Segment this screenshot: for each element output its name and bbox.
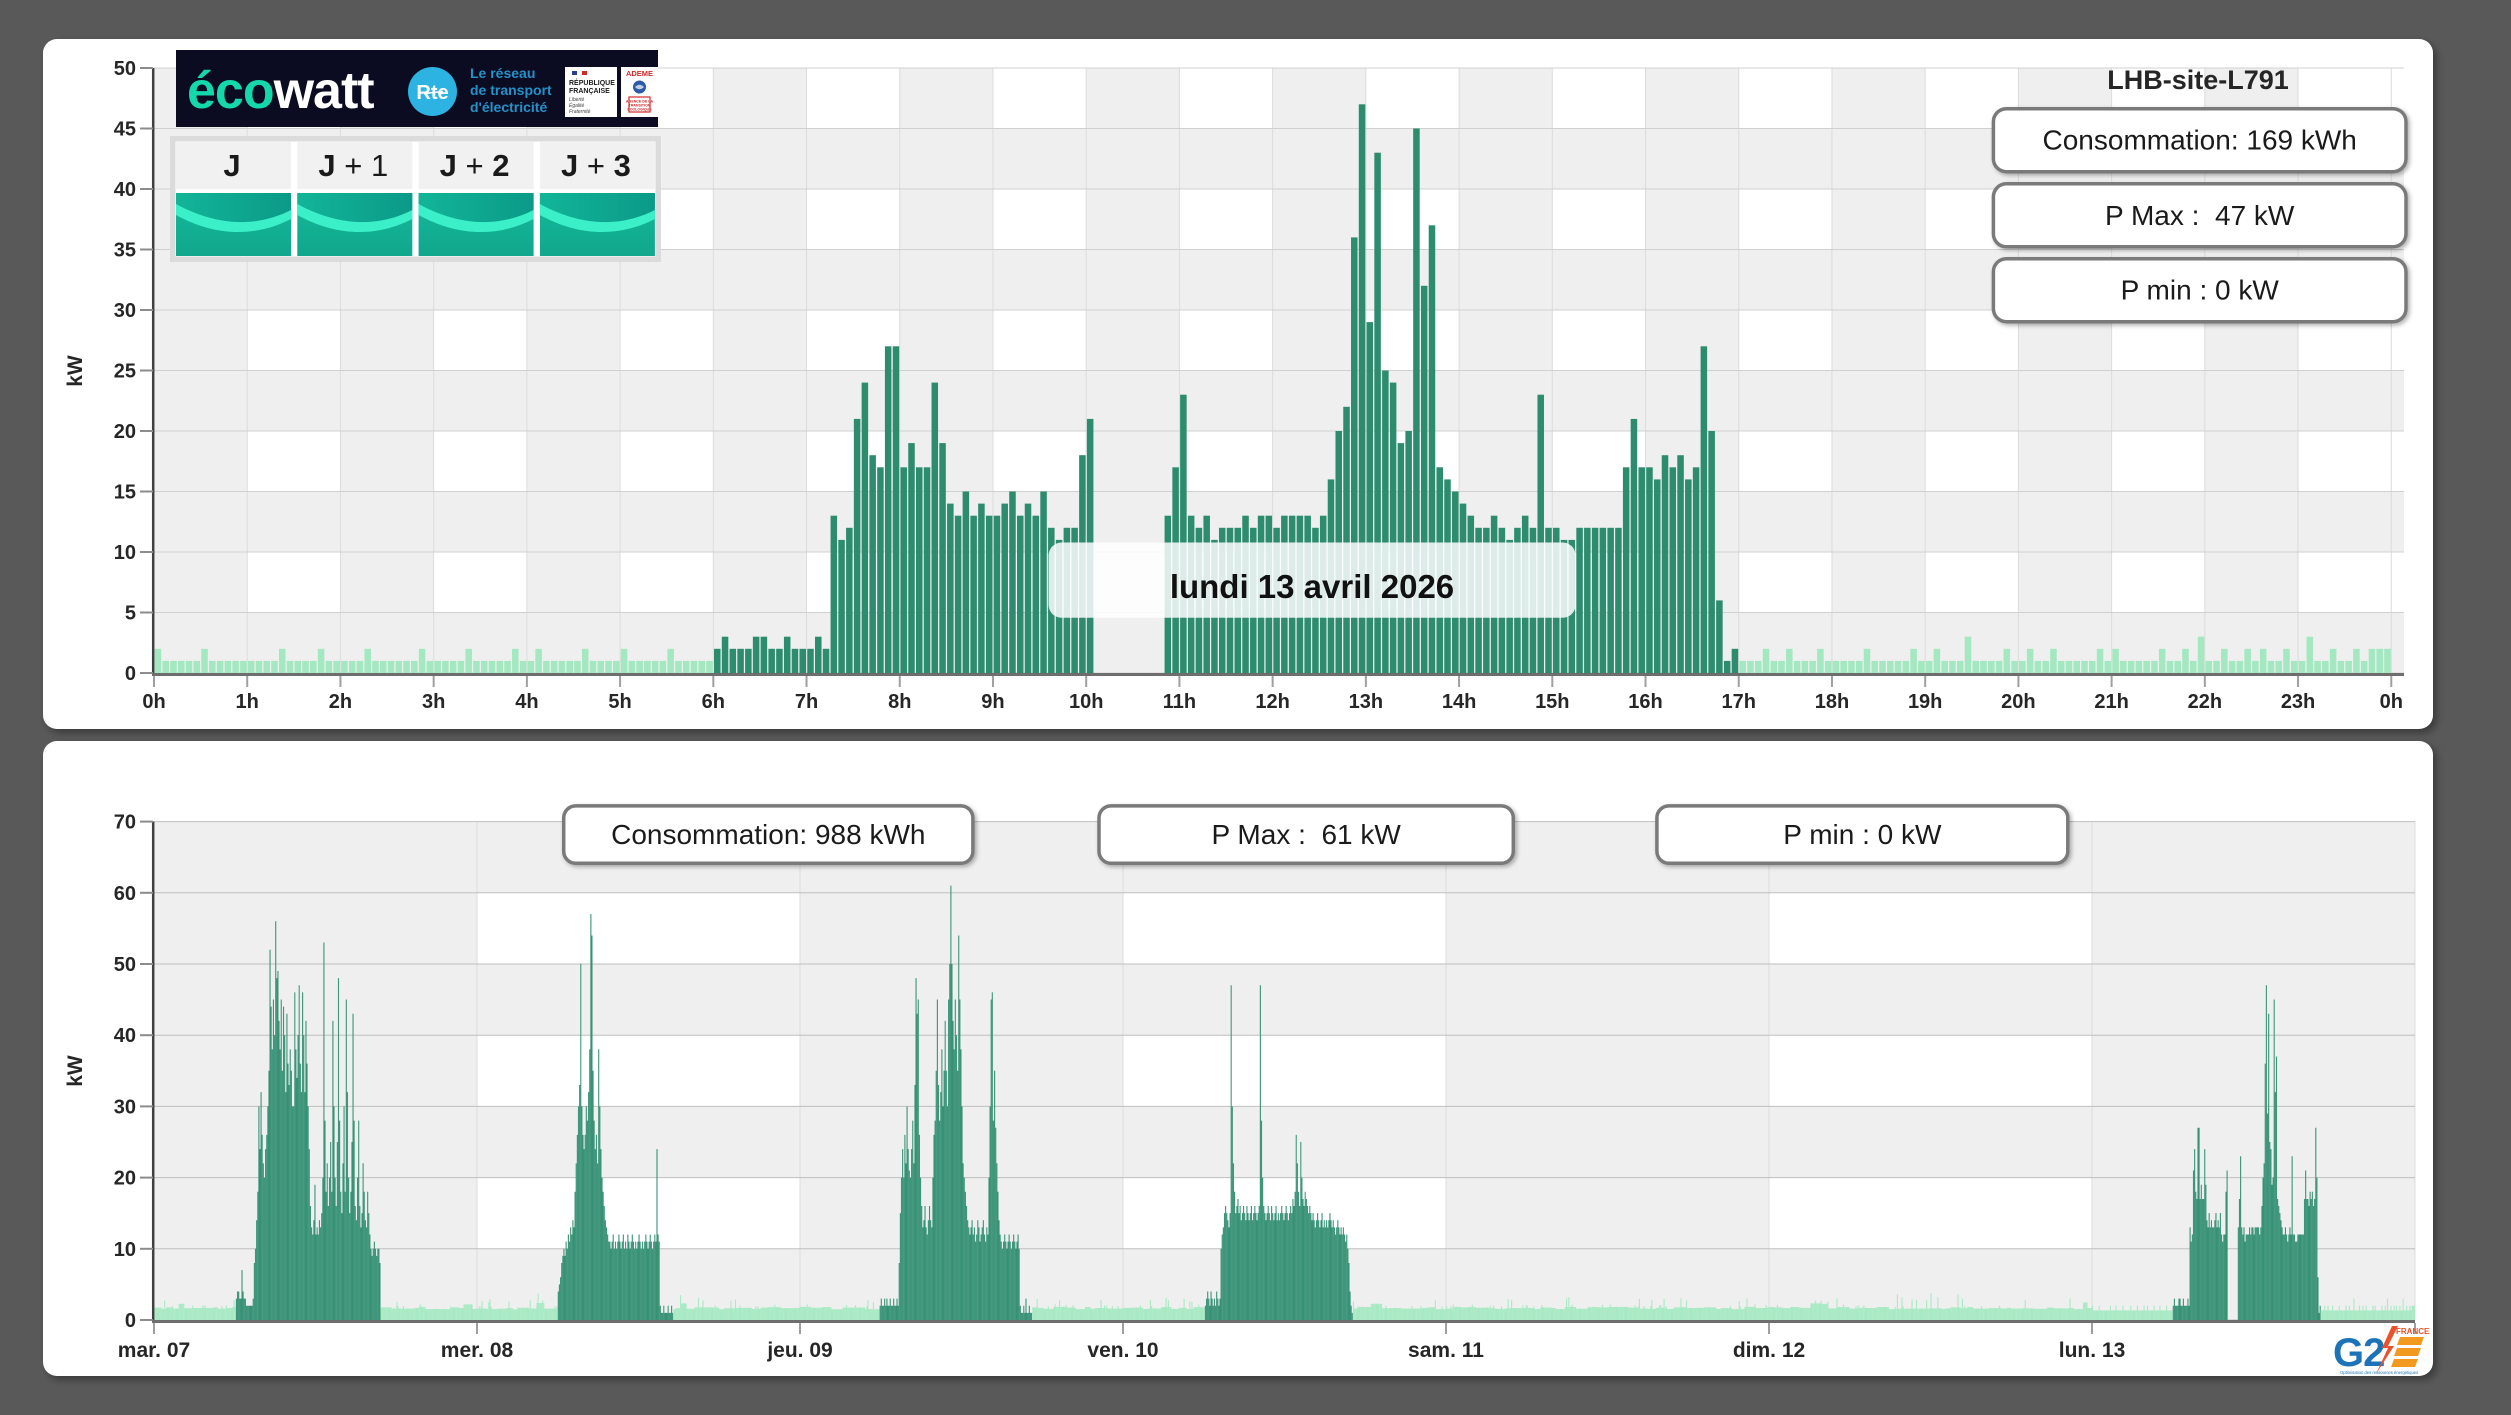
svg-text:sam. 11: sam. 11: [1408, 1339, 1484, 1362]
svg-text:5h: 5h: [608, 691, 631, 713]
svg-text:15: 15: [114, 482, 136, 504]
svg-text:10: 10: [114, 1239, 136, 1261]
svg-text:Consommation: 169 kWh: Consommation: 169 kWh: [2043, 125, 2357, 156]
svg-text:0h: 0h: [142, 691, 165, 713]
svg-text:6h: 6h: [702, 691, 725, 713]
svg-text:J + 3: J + 3: [561, 148, 631, 183]
svg-text:9h: 9h: [981, 691, 1004, 713]
svg-text:7h: 7h: [795, 691, 818, 713]
svg-text:16h: 16h: [1628, 691, 1662, 713]
svg-text:10h: 10h: [1069, 691, 1103, 713]
svg-text:FRANCE: FRANCE: [2396, 1327, 2430, 1336]
svg-text:Liberté: Liberté: [569, 97, 585, 103]
svg-text:18h: 18h: [1815, 691, 1849, 713]
svg-text:LHB-site-L791: LHB-site-L791: [2107, 65, 2289, 95]
svg-text:Optimisation des ressources én: Optimisation des ressources énergétiques: [2340, 1370, 2418, 1375]
svg-text:0: 0: [125, 663, 136, 685]
svg-text:mar. 07: mar. 07: [118, 1339, 190, 1362]
svg-text:kW: kW: [64, 1055, 87, 1087]
svg-text:20: 20: [114, 1168, 136, 1190]
svg-text:15h: 15h: [1535, 691, 1569, 713]
svg-text:13h: 13h: [1349, 691, 1383, 713]
svg-text:3h: 3h: [422, 691, 445, 713]
svg-text:ven. 10: ven. 10: [1087, 1339, 1158, 1362]
svg-text:35: 35: [114, 240, 136, 262]
svg-text:0h: 0h: [2380, 691, 2403, 713]
svg-text:5: 5: [125, 603, 136, 625]
svg-text:P min : 0 kW: P min : 0 kW: [2121, 275, 2280, 306]
svg-text:J + 1: J + 1: [318, 148, 388, 183]
svg-text:22h: 22h: [2188, 691, 2222, 713]
svg-text:ADEME: ADEME: [626, 69, 653, 78]
svg-text:4h: 4h: [515, 691, 538, 713]
svg-text:TRANSITION: TRANSITION: [629, 104, 651, 108]
svg-text:40: 40: [114, 1025, 136, 1047]
svg-text:20h: 20h: [2001, 691, 2035, 713]
svg-text:mer. 08: mer. 08: [441, 1339, 514, 1362]
svg-text:lundi 13 avril 2026: lundi 13 avril 2026: [1170, 568, 1454, 605]
svg-text:J + 2: J + 2: [440, 148, 510, 183]
svg-text:50: 50: [114, 954, 136, 976]
svg-text:21h: 21h: [2094, 691, 2128, 713]
svg-text:Le réseau: Le réseau: [470, 65, 535, 81]
svg-text:50: 50: [114, 58, 136, 80]
svg-text:Fraternité: Fraternité: [569, 109, 591, 115]
svg-text:ÉCOLOGIQUE: ÉCOLOGIQUE: [627, 107, 652, 112]
svg-text:17h: 17h: [1722, 691, 1756, 713]
svg-text:8h: 8h: [888, 691, 911, 713]
svg-text:70: 70: [114, 812, 136, 834]
svg-text:dim. 12: dim. 12: [1733, 1339, 1805, 1362]
svg-text:lun. 13: lun. 13: [2059, 1339, 2126, 1362]
svg-text:40: 40: [114, 179, 136, 201]
svg-text:2h: 2h: [329, 691, 352, 713]
svg-text:1h: 1h: [236, 691, 259, 713]
svg-text:12h: 12h: [1255, 691, 1289, 713]
svg-text:19h: 19h: [1908, 691, 1942, 713]
svg-text:20: 20: [114, 421, 136, 443]
svg-text:FRANÇAISE: FRANÇAISE: [569, 88, 610, 95]
svg-text:G2: G2: [2333, 1331, 2384, 1375]
svg-text:11h: 11h: [1163, 691, 1196, 713]
svg-text:P min : 0 kW: P min : 0 kW: [1783, 819, 1942, 850]
svg-text:P Max : 61 kW: P Max : 61 kW: [1211, 819, 1401, 850]
svg-text:45: 45: [114, 119, 136, 141]
svg-text:10: 10: [114, 542, 136, 564]
svg-text:Consommation: 988 kWh: Consommation: 988 kWh: [611, 819, 925, 850]
svg-text:0: 0: [125, 1310, 136, 1332]
svg-text:25: 25: [114, 361, 136, 383]
svg-text:RÉPUBLIQUE: RÉPUBLIQUE: [569, 78, 615, 87]
svg-text:23h: 23h: [2281, 691, 2315, 713]
svg-text:kW: kW: [64, 355, 87, 387]
svg-text:AGENCE DE LA: AGENCE DE LA: [626, 100, 654, 104]
svg-text:J: J: [223, 148, 240, 183]
svg-text:14h: 14h: [1442, 691, 1476, 713]
svg-text:30: 30: [114, 300, 136, 322]
svg-text:jeu. 09: jeu. 09: [766, 1339, 832, 1362]
svg-text:écowatt: écowatt: [187, 62, 374, 120]
svg-text:30: 30: [114, 1096, 136, 1118]
svg-text:P Max : 47 kW: P Max : 47 kW: [2105, 200, 2295, 231]
svg-text:Égalité: Égalité: [569, 102, 585, 109]
svg-text:60: 60: [114, 883, 136, 905]
svg-text:d'électricité: d'électricité: [470, 99, 547, 115]
svg-text:de transport: de transport: [470, 82, 552, 98]
